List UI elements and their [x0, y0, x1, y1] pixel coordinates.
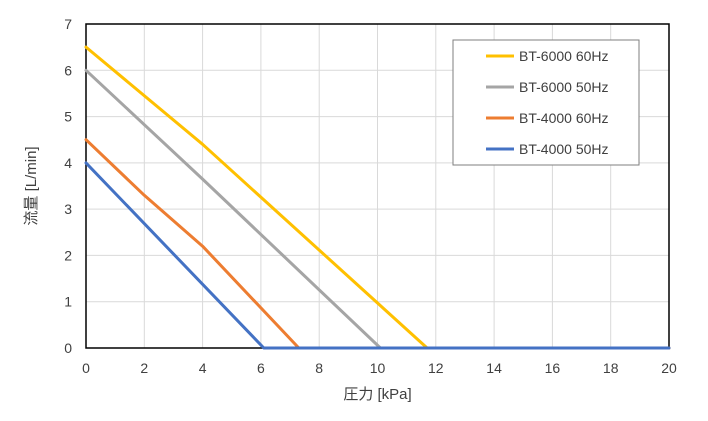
y-tick-label: 3 — [64, 201, 72, 217]
series-line-3 — [84, 161, 671, 350]
x-tick-label: 18 — [603, 360, 619, 376]
x-tick-label: 16 — [545, 360, 561, 376]
x-tick-label: 10 — [370, 360, 386, 376]
x-tick-label: 20 — [661, 360, 677, 376]
legend: BT-6000 60Hz BT-6000 50Hz BT-4000 60Hz BT-4… — [452, 39, 640, 166]
x-tick-label: 0 — [82, 360, 90, 376]
legend-label-2: BT-4000 60Hz — [519, 110, 609, 126]
y-tick-label: 0 — [64, 340, 72, 356]
y-tick-label: 5 — [64, 109, 72, 125]
x-tick-label: 14 — [486, 360, 502, 376]
series-lines — [84, 45, 671, 350]
x-tick-label: 12 — [428, 360, 444, 376]
y-tick-label: 4 — [64, 155, 72, 171]
y-tick-label: 7 — [64, 16, 72, 32]
x-tick-label: 2 — [140, 360, 148, 376]
y-tick-label: 2 — [64, 247, 72, 263]
x-tick-label: 4 — [199, 360, 207, 376]
legend-box — [452, 39, 640, 166]
legend-label-3: BT-4000 50Hz — [519, 141, 609, 157]
legend-label-0: BT-6000 60Hz — [519, 48, 609, 64]
x-axis-label: 圧力 [kPa] — [343, 386, 411, 403]
y-axis-label: 流量 [L/min] — [23, 146, 40, 225]
y-tick-label: 6 — [64, 62, 72, 78]
y-tick-label: 1 — [64, 294, 72, 310]
legend-label-1: BT-6000 50Hz — [519, 79, 609, 95]
x-tick-label: 6 — [257, 360, 265, 376]
x-tick-label: 8 — [315, 360, 323, 376]
